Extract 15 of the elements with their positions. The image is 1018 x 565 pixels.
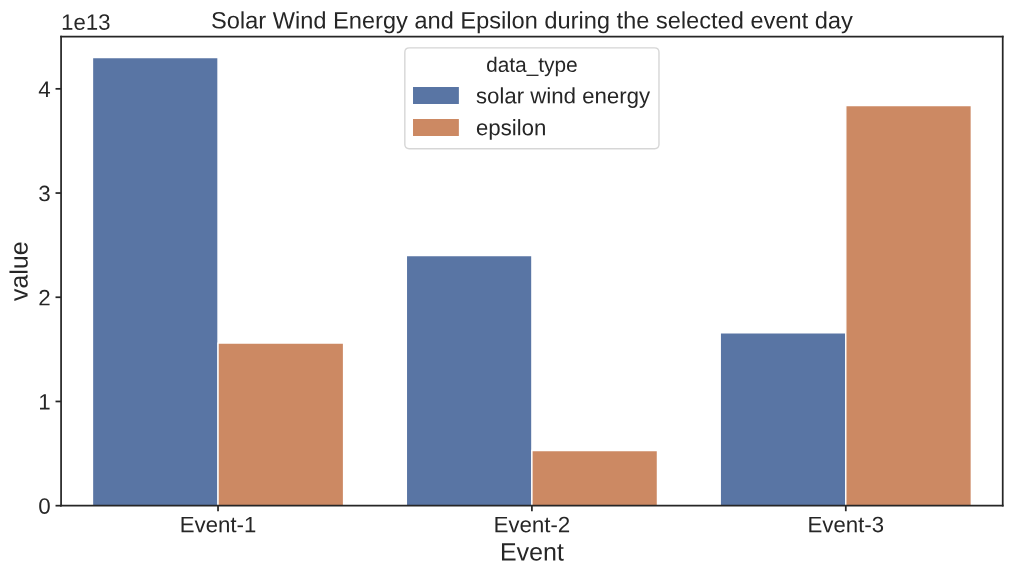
text: 1e13 [62,14,110,30]
legend-label: epsilon [476,119,545,140]
chart-title: Solar Wind Energy and Epsilon during the selected event day [212,11,853,34]
x-axis-title: Event [501,543,564,561]
y-tick-label: 1 [40,394,50,410]
legend-title: data_type [487,56,577,77]
x-tick-label: Event-1 [181,516,256,533]
x-tick-label: Event-3 [809,516,884,533]
y-tick-label: 2 [39,289,50,306]
y-axis-title: value [9,242,28,301]
y-tick-label: 4 [38,81,51,97]
y-tick-label: 0 [39,498,50,514]
x-tick-label: Event-2 [495,516,570,533]
legend-label: solar wind energy [476,87,651,108]
y-tick-label: 3 [39,185,50,202]
